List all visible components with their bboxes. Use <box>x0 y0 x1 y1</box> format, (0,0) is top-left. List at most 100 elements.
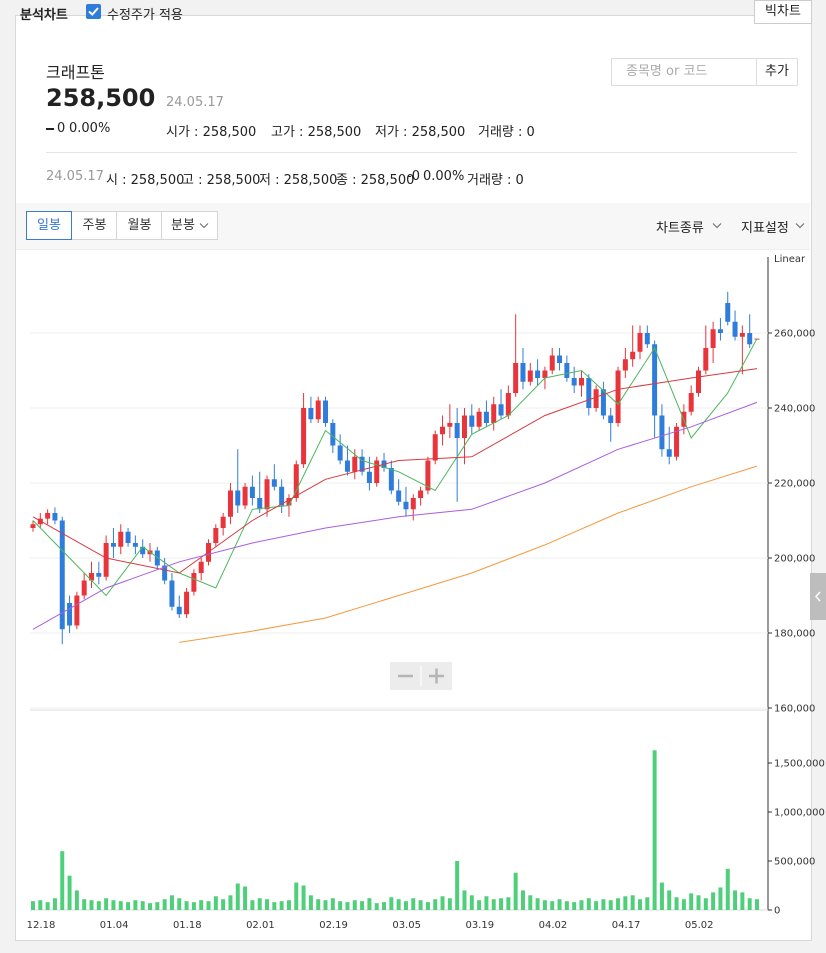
volume-bar <box>140 901 145 910</box>
scale-label: Linear <box>774 254 806 265</box>
tab[interactable]: 일봉 <box>26 211 72 240</box>
volume-bar <box>477 900 482 910</box>
chart-type-menu[interactable]: 차트종류 <box>656 221 704 236</box>
volume-bar <box>308 895 313 910</box>
caret <box>795 223 805 229</box>
volume-bar <box>733 890 738 910</box>
candle-body <box>249 486 255 498</box>
price-date: 24.05.17 <box>166 95 224 110</box>
candle-body <box>264 479 270 510</box>
candle-body <box>59 520 65 630</box>
candle-body <box>593 389 599 408</box>
candle-body <box>323 400 329 423</box>
volume-bar <box>74 890 79 910</box>
candle-body <box>571 378 577 386</box>
tab[interactable]: 분봉 <box>161 211 218 240</box>
volume-bar <box>206 901 211 910</box>
candle-body <box>549 355 555 371</box>
volume-bar <box>447 898 452 910</box>
checkbox[interactable] <box>86 4 101 19</box>
volume-bar <box>89 900 94 910</box>
volume-bar <box>155 902 160 910</box>
volume-bar <box>169 895 174 910</box>
candle-body <box>608 415 614 423</box>
volume-bar <box>462 890 467 910</box>
candle-body <box>388 468 394 491</box>
volume-bar <box>111 900 116 910</box>
candle-body <box>622 359 628 371</box>
volume-bar <box>345 902 350 910</box>
volume-bar <box>360 901 365 910</box>
tab[interactable]: 주봉 <box>71 211 118 240</box>
moving-average <box>32 338 758 597</box>
change-rate: 0.00% <box>69 121 111 136</box>
candle-body <box>505 393 511 416</box>
candle-body <box>374 460 380 483</box>
volume-bar <box>403 901 408 910</box>
volume-bar <box>506 897 511 910</box>
volume-bar <box>550 901 555 910</box>
side-handle[interactable] <box>810 573 826 620</box>
y-tick-label: 1,500,000 <box>774 759 825 770</box>
indicator-menu[interactable]: 지표설정 <box>741 221 789 236</box>
candle-body <box>630 351 636 360</box>
volume-bar <box>301 885 306 910</box>
change: 0 <box>57 121 66 136</box>
candle-body <box>279 486 285 506</box>
candle-body <box>52 513 58 521</box>
x-tick-label: 03.05 <box>392 920 421 931</box>
candle-body <box>447 423 453 427</box>
candle-body <box>308 408 314 420</box>
volume-bar <box>667 890 672 910</box>
candle-body <box>520 363 526 382</box>
row-close: 종 : 258,500 <box>336 173 415 188</box>
volume-bar <box>52 898 57 910</box>
open-price: 시가 : 258,500 <box>166 125 257 140</box>
zoom-controls[interactable] <box>390 662 452 690</box>
candle-body <box>491 404 497 423</box>
volume-bar <box>323 900 328 910</box>
candle-body <box>666 449 672 457</box>
page-title: 분석차트 <box>20 8 68 23</box>
volume-bar <box>513 872 518 910</box>
tab-label: 분봉 <box>171 218 195 233</box>
candle-body <box>271 479 277 487</box>
volume-bar <box>374 903 379 910</box>
volume-bar <box>389 897 394 910</box>
caret <box>199 223 209 229</box>
candle-body <box>213 528 219 543</box>
candle-body <box>703 348 709 371</box>
row-low: 저 : 258,500 <box>259 173 338 188</box>
volume-bar <box>601 899 606 910</box>
handle-icon <box>814 591 821 602</box>
candle-body <box>67 603 73 626</box>
row-volume: 거래량 : 0 <box>467 173 524 188</box>
volume-bar <box>469 895 474 910</box>
x-tick-label: 02.19 <box>319 920 348 931</box>
volume-bar <box>272 902 277 910</box>
volume-bar <box>286 900 291 910</box>
checkbox-label[interactable]: 수정주가 적용 <box>107 8 183 23</box>
candle-body <box>74 595 80 626</box>
big-chart-button[interactable]: 빅차트 <box>754 0 812 24</box>
volume-bar <box>67 875 72 910</box>
candle-body <box>359 456 365 472</box>
candle-body <box>564 363 570 378</box>
volume-bar <box>257 898 262 910</box>
volume-bar <box>352 900 357 910</box>
volume-bar <box>542 900 547 910</box>
add-button[interactable]: 추가 <box>756 58 798 86</box>
candle-body <box>652 344 658 416</box>
volume-bar <box>696 895 701 910</box>
volume-bar <box>396 899 401 910</box>
volume-bar <box>177 898 182 910</box>
candle-body <box>542 370 548 378</box>
moving-average <box>179 465 758 643</box>
candle-body <box>615 370 621 423</box>
volume-bar <box>484 896 489 910</box>
volume-bar <box>38 900 43 910</box>
y-tick-label: 220,000 <box>774 479 815 490</box>
flat-indicator <box>46 128 54 130</box>
